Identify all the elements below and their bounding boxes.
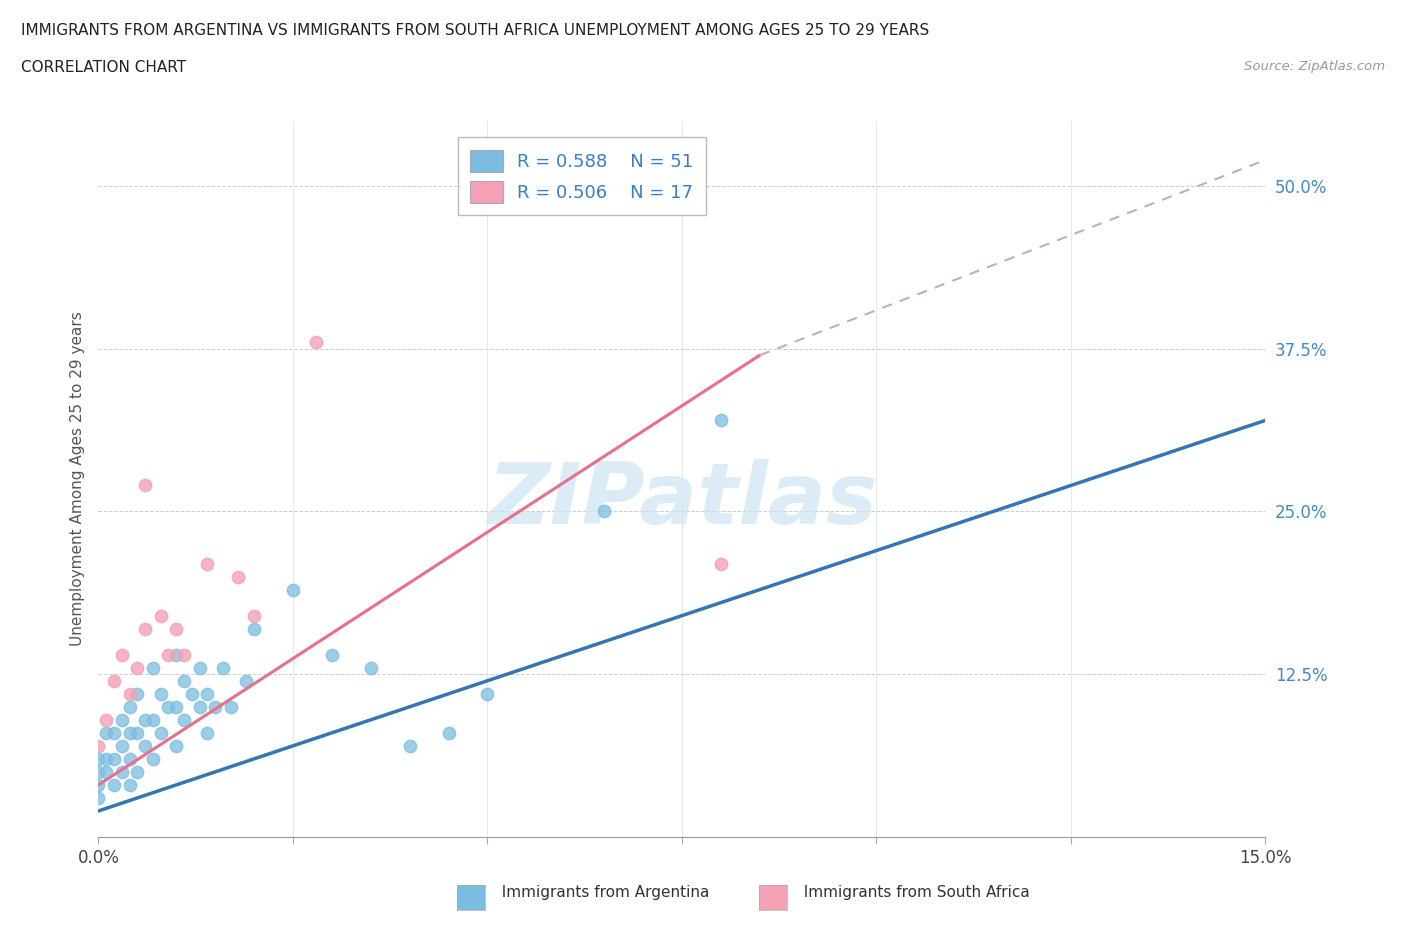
Point bbox=[103, 725, 125, 740]
Point bbox=[149, 725, 172, 740]
Point bbox=[96, 751, 118, 766]
Point bbox=[219, 699, 242, 714]
Point bbox=[118, 777, 141, 792]
Point bbox=[321, 647, 343, 662]
Point bbox=[149, 686, 172, 701]
Point bbox=[243, 621, 266, 636]
Text: CORRELATION CHART: CORRELATION CHART bbox=[21, 60, 186, 75]
Point bbox=[710, 413, 733, 428]
Text: Immigrants from South Africa: Immigrants from South Africa bbox=[794, 885, 1031, 900]
Point bbox=[157, 647, 180, 662]
Point bbox=[228, 569, 250, 584]
Point bbox=[127, 725, 149, 740]
Point bbox=[103, 673, 125, 688]
Point bbox=[149, 608, 172, 623]
Point bbox=[180, 686, 202, 701]
Point bbox=[188, 699, 211, 714]
Point bbox=[195, 556, 218, 571]
Text: ZIPatlas: ZIPatlas bbox=[486, 458, 877, 542]
Point bbox=[437, 725, 460, 740]
Point bbox=[398, 738, 420, 753]
Point bbox=[360, 660, 382, 675]
Point bbox=[134, 478, 156, 493]
Point bbox=[477, 686, 499, 701]
Point bbox=[165, 647, 187, 662]
Point bbox=[173, 673, 195, 688]
Point bbox=[96, 764, 118, 779]
Point bbox=[165, 699, 187, 714]
Point bbox=[142, 751, 165, 766]
Point bbox=[134, 738, 156, 753]
Point bbox=[87, 777, 110, 792]
Point bbox=[111, 712, 134, 727]
Point bbox=[103, 777, 125, 792]
Point bbox=[593, 504, 616, 519]
Text: Source: ZipAtlas.com: Source: ZipAtlas.com bbox=[1244, 60, 1385, 73]
Point bbox=[87, 790, 110, 805]
Text: Immigrants from Argentina: Immigrants from Argentina bbox=[492, 885, 710, 900]
Point bbox=[157, 699, 180, 714]
Point bbox=[118, 751, 141, 766]
Point bbox=[111, 647, 134, 662]
Point bbox=[173, 712, 195, 727]
Point bbox=[134, 712, 156, 727]
Point bbox=[142, 712, 165, 727]
Point bbox=[134, 621, 156, 636]
Point bbox=[87, 751, 110, 766]
Point bbox=[188, 660, 211, 675]
Point bbox=[305, 335, 328, 350]
Text: IMMIGRANTS FROM ARGENTINA VS IMMIGRANTS FROM SOUTH AFRICA UNEMPLOYMENT AMONG AGE: IMMIGRANTS FROM ARGENTINA VS IMMIGRANTS … bbox=[21, 23, 929, 38]
Point bbox=[118, 725, 141, 740]
Point bbox=[165, 621, 187, 636]
Point bbox=[235, 673, 257, 688]
Point bbox=[127, 686, 149, 701]
Point bbox=[103, 751, 125, 766]
Point bbox=[111, 764, 134, 779]
Point bbox=[87, 764, 110, 779]
Point bbox=[87, 738, 110, 753]
Point bbox=[142, 660, 165, 675]
Point bbox=[212, 660, 235, 675]
Point bbox=[243, 608, 266, 623]
Point bbox=[118, 686, 141, 701]
Point bbox=[195, 686, 218, 701]
Point bbox=[195, 725, 218, 740]
Point bbox=[96, 725, 118, 740]
Legend: R = 0.588    N = 51, R = 0.506    N = 17: R = 0.588 N = 51, R = 0.506 N = 17 bbox=[457, 137, 706, 216]
Point bbox=[281, 582, 304, 597]
Point bbox=[710, 556, 733, 571]
Y-axis label: Unemployment Among Ages 25 to 29 years: Unemployment Among Ages 25 to 29 years bbox=[69, 312, 84, 646]
Point bbox=[96, 712, 118, 727]
Point bbox=[127, 764, 149, 779]
Point bbox=[127, 660, 149, 675]
Point bbox=[111, 738, 134, 753]
Point bbox=[204, 699, 226, 714]
Point bbox=[165, 738, 187, 753]
Point bbox=[118, 699, 141, 714]
Point bbox=[173, 647, 195, 662]
